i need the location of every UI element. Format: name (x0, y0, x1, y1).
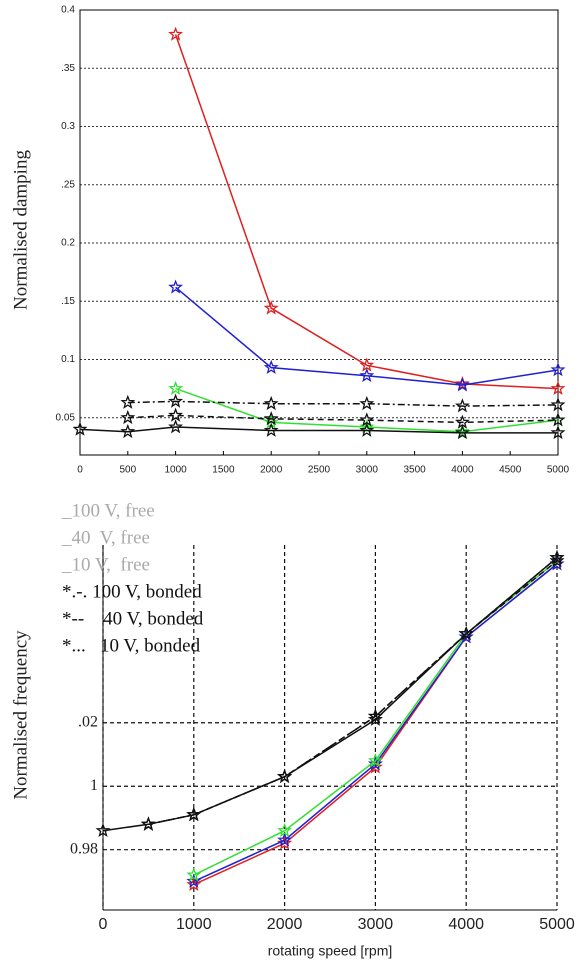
x-tick-label: 1000 (176, 916, 212, 933)
x-tick-label: 2000 (267, 916, 303, 933)
star-marker (458, 626, 474, 641)
star-marker (168, 393, 184, 408)
star-marker (454, 377, 470, 392)
star-marker (168, 419, 184, 434)
star-marker (120, 423, 136, 439)
star-marker (359, 412, 375, 427)
legend-entry: *... 10 V, bonded (62, 635, 201, 656)
star-marker (277, 768, 293, 783)
star-marker (277, 822, 293, 837)
legend-entry: *-- 40 V, bonded (62, 608, 204, 629)
star-marker (168, 26, 184, 41)
x-tick-label: 2500 (308, 465, 331, 476)
star-marker (549, 553, 565, 568)
star-marker (120, 394, 136, 409)
star-marker (458, 629, 474, 644)
x-tick-label: 2000 (260, 465, 283, 476)
star-marker (359, 422, 375, 437)
star-marker (277, 832, 293, 847)
star-marker (359, 395, 375, 411)
star-marker (454, 398, 470, 413)
star-marker (263, 411, 279, 426)
y-tick-label: 0.4 (61, 5, 75, 16)
star-marker (367, 752, 383, 768)
star-marker (359, 357, 375, 372)
star-marker (168, 279, 184, 294)
legend-entry: *.-. 100 V, bonded (62, 581, 202, 602)
x-tick-label: 5000 (539, 916, 575, 933)
x-tick-label: 1000 (164, 465, 187, 476)
star-marker (186, 873, 202, 888)
x-tick-label: 3000 (356, 465, 379, 476)
x-tick-label: 4500 (499, 465, 522, 476)
star-marker (367, 756, 383, 771)
y-axis-title: Normalised damping (10, 150, 31, 310)
series-line (174, 34, 559, 390)
series-line (79, 426, 558, 434)
star-marker (454, 414, 470, 429)
y-tick-label: .15 (61, 296, 75, 307)
x-tick-label: 5000 (547, 465, 570, 476)
legend-entry: _10 V, free (61, 554, 150, 575)
star-marker (367, 759, 383, 774)
star-marker (454, 423, 470, 439)
star-marker (186, 806, 202, 822)
star-marker (186, 876, 202, 892)
series-line (102, 557, 558, 832)
star-marker (359, 367, 375, 383)
series-line (175, 286, 559, 386)
x-tick-label: 3500 (403, 465, 426, 476)
y-tick-label: 0.98 (70, 840, 98, 857)
y-tick-label: 0.3 (61, 121, 75, 132)
star-marker (263, 422, 279, 437)
y-axis-title: Normalised frequency (10, 630, 31, 800)
x-tick-label: 3000 (358, 916, 394, 933)
y-tick-label: .35 (61, 63, 75, 74)
series-line (148, 560, 558, 826)
y-tick-label: 0.2 (61, 238, 75, 249)
star-marker (550, 362, 566, 377)
x-tick-label: 0 (77, 465, 83, 476)
x-tick-label: 1500 (212, 465, 235, 476)
legend-entry: _100 V, free (61, 500, 155, 521)
star-marker (454, 425, 470, 440)
x-tick-label: 4000 (451, 465, 474, 476)
star-marker (186, 867, 202, 882)
plot-frame (79, 9, 559, 456)
series-line (127, 400, 559, 407)
x-tick-label: 0 (99, 916, 108, 933)
series-line (175, 387, 559, 433)
x-tick-label: 500 (119, 465, 136, 476)
star-marker (72, 421, 88, 436)
star-marker (550, 380, 566, 396)
y-tick-label: .02 (78, 713, 98, 730)
star-marker (549, 549, 565, 564)
x-axis-title: rotating speed [rpm] (268, 943, 393, 959)
star-marker (168, 380, 184, 396)
legend-entry: _40 V, free (61, 527, 150, 548)
star-marker (263, 300, 279, 315)
star-marker (95, 822, 111, 837)
series-line (193, 563, 558, 886)
y-tick-label: 0.1 (61, 354, 75, 365)
star-marker (550, 397, 566, 412)
star-marker (359, 419, 375, 434)
y-tick-label: 1 (90, 777, 98, 794)
star-marker (140, 816, 156, 831)
star-marker (550, 425, 566, 440)
series-line (127, 414, 559, 424)
y-tick-label: .25 (61, 179, 75, 190)
star-marker (263, 395, 279, 411)
y-tick-label: 0.05 (56, 412, 76, 423)
star-marker (367, 711, 383, 726)
star-marker (168, 407, 184, 422)
star-marker (263, 359, 279, 374)
star-marker (454, 376, 470, 391)
star-marker (550, 412, 566, 427)
series-line (148, 557, 558, 826)
star-marker (120, 409, 136, 425)
x-tick-label: 4000 (448, 916, 484, 933)
